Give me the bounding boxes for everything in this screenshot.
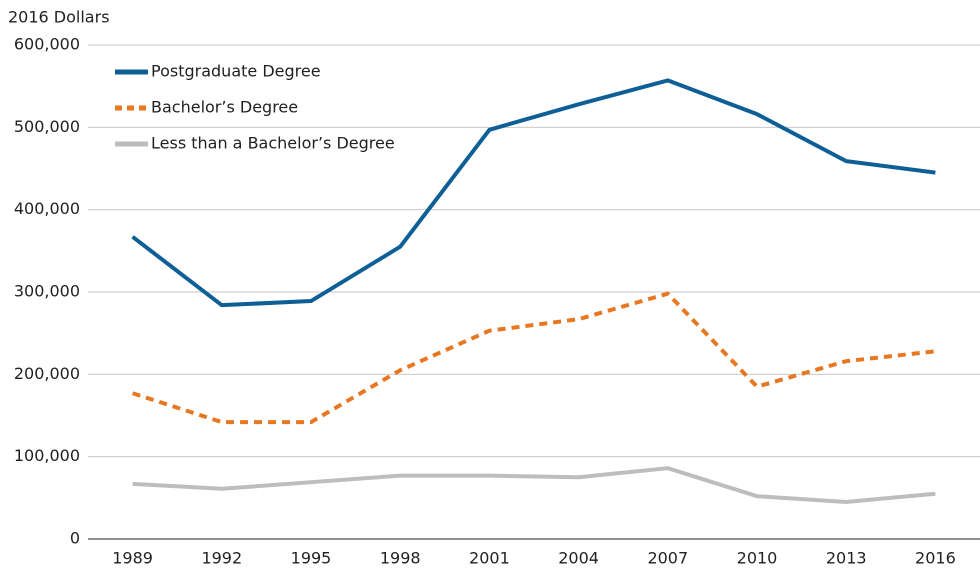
y-tick-label: 400,000 [14,199,80,218]
x-tick-label: 2013 [826,549,867,568]
x-tick-label: 2016 [915,549,956,568]
x-tick-label: 2010 [737,549,778,568]
legend-label: Less than a Bachelor’s Degree [151,134,395,153]
y-tick-label: 500,000 [14,117,80,136]
series-line [131,291,936,425]
y-tick-label: 0 [70,529,80,548]
y-tick-label: 300,000 [14,282,80,301]
x-tick-label: 1992 [201,549,242,568]
y-tick-label: 100,000 [14,446,80,465]
x-tick-label: 1998 [380,549,421,568]
x-tick-label: 2007 [647,549,688,568]
x-tick-label: 2004 [558,549,599,568]
series-line [131,78,936,308]
series-line [132,466,936,504]
legend-label: Bachelor’s Degree [151,98,298,117]
y-axis-label: 2016 Dollars [8,8,110,27]
y-tick-label: 200,000 [14,364,80,383]
x-tick-label: 1995 [291,549,332,568]
x-tick-label: 1989 [112,549,153,568]
y-tick-label: 600,000 [14,35,80,54]
x-tick-label: 2001 [469,549,510,568]
legend-label: Postgraduate Degree [151,62,321,81]
